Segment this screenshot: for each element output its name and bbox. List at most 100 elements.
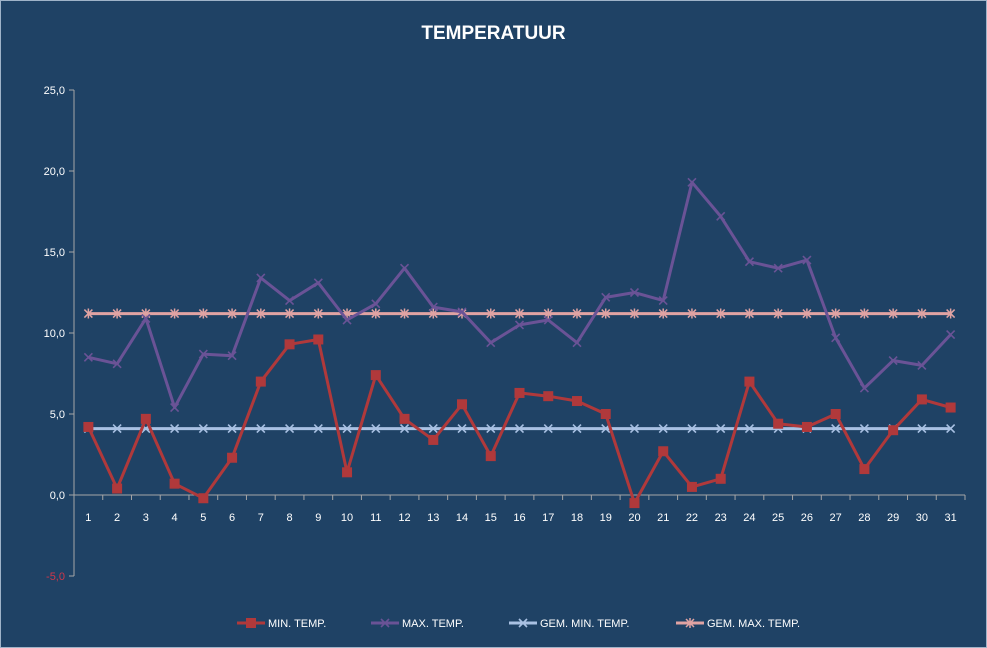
data-point: [256, 424, 266, 434]
marker-stroke: [946, 330, 956, 340]
x-tick-label: 6: [229, 512, 235, 524]
marker-stroke: [685, 618, 695, 628]
data-point: [285, 308, 295, 319]
marker-stroke: [831, 424, 841, 434]
data-point: [601, 292, 611, 302]
marker-stroke: [543, 308, 553, 319]
marker-stroke: [371, 424, 381, 434]
marker-stroke: [284, 296, 295, 306]
marker-stroke: [514, 424, 525, 434]
series-2: [83, 424, 956, 434]
data-point: [687, 177, 697, 187]
marker-stroke: [371, 308, 381, 319]
marker-stroke: [486, 338, 496, 348]
marker-stroke: [486, 308, 496, 319]
marker-stroke: [917, 308, 927, 319]
x-tick-label: 13: [427, 512, 439, 524]
data-point: [831, 308, 841, 319]
marker-stroke: [744, 257, 755, 267]
marker-stroke: [198, 424, 208, 434]
data-point: [400, 308, 410, 319]
x-tick-label: 22: [686, 512, 698, 524]
marker-stroke: [658, 308, 668, 319]
marker-stroke: [313, 424, 323, 434]
data-point: [658, 296, 668, 306]
marker-stroke: [687, 424, 697, 434]
marker-stroke: [802, 255, 812, 265]
marker-stroke: [170, 402, 180, 413]
data-point: [284, 296, 295, 306]
marker-stroke: [170, 424, 180, 434]
marker-stroke: [572, 338, 582, 348]
legend-marker: [380, 618, 390, 628]
marker-stroke: [198, 349, 208, 359]
legend-item: MIN. TEMP.: [237, 618, 326, 630]
data-point: [428, 308, 438, 319]
chart-title: TEMPERATUUR: [421, 23, 566, 44]
x-tick-label: 15: [485, 512, 497, 524]
data-point: [572, 424, 582, 434]
data-point: [687, 424, 697, 434]
data-point: [888, 425, 899, 436]
data-point: [170, 308, 180, 319]
data-point: [342, 424, 352, 434]
marker-stroke: [285, 308, 295, 319]
marker-stroke: [802, 308, 812, 319]
data-point: [629, 287, 640, 298]
legend-marker: [518, 618, 528, 628]
x-tick-label: 3: [143, 512, 149, 524]
marker-stroke: [716, 424, 726, 434]
data-point: [457, 307, 467, 317]
data-point: [801, 421, 812, 432]
data-point: [371, 299, 381, 309]
marker-stroke: [399, 424, 410, 434]
data-point: [773, 418, 784, 429]
marker-stroke: [859, 383, 869, 393]
data-point: [170, 402, 180, 413]
data-point: [428, 302, 438, 312]
marker-stroke: [112, 359, 122, 369]
legend-item: GEM. MIN. TEMP.: [509, 618, 629, 630]
marker-stroke: [687, 308, 697, 319]
data-point: [486, 308, 496, 319]
marker-stroke: [256, 308, 266, 319]
marker-stroke: [141, 313, 151, 323]
data-point: [112, 424, 122, 434]
data-point: [399, 263, 410, 273]
marker-stroke: [486, 424, 496, 434]
marker-stroke: [371, 299, 381, 309]
marker-stroke: [601, 292, 611, 302]
data-point: [342, 315, 352, 325]
data-point: [543, 391, 554, 402]
data-point: [543, 308, 553, 319]
x-tick-label: 18: [571, 512, 583, 524]
data-point: [198, 493, 209, 504]
data-point: [859, 424, 869, 434]
data-point: [859, 308, 869, 319]
data-point: [917, 424, 927, 434]
data-point: [716, 424, 726, 434]
marker-stroke: [313, 308, 323, 319]
marker-stroke: [284, 424, 295, 434]
data-point: [629, 498, 640, 509]
marker-stroke: [831, 308, 841, 319]
series-0: [83, 334, 956, 509]
data-point: [399, 424, 410, 434]
marker-stroke: [543, 315, 553, 325]
marker-stroke: [227, 424, 237, 434]
x-tick-label: 31: [945, 512, 957, 524]
marker-stroke: [629, 287, 640, 298]
x-tick-label: 30: [916, 512, 928, 524]
data-point: [744, 308, 754, 319]
data-point: [744, 424, 755, 434]
series-1: [83, 177, 956, 413]
data-point: [917, 308, 927, 319]
data-point: [140, 413, 151, 424]
data-point: [514, 308, 525, 319]
x-tick-label: 8: [287, 512, 293, 524]
legend-label: GEM. MAX. TEMP.: [707, 618, 800, 630]
y-tick-label: 25,0: [44, 85, 65, 97]
x-tick-label: 5: [200, 512, 206, 524]
marker-stroke: [629, 308, 639, 319]
data-point: [83, 421, 94, 432]
